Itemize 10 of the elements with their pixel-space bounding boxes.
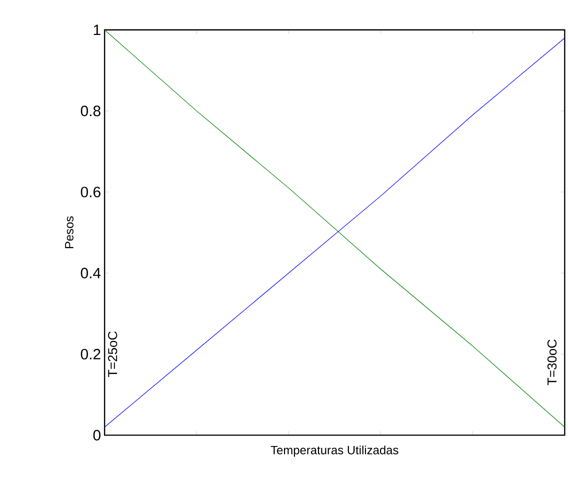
y-tick-label: 0.4 xyxy=(80,268,101,278)
y-tick-label: 0 xyxy=(93,430,100,440)
y-tick-label: 1 xyxy=(94,24,100,36)
y-tick-label: 0.2 xyxy=(80,348,100,360)
y-tick-label: 0.8 xyxy=(80,106,100,116)
y-tick-label: 0.6 xyxy=(80,186,100,198)
annotation: T=25oC xyxy=(108,331,118,378)
y-axis-title: Pesos xyxy=(65,216,74,248)
x-axis-title: Temperaturas Utilizadas xyxy=(270,446,398,457)
annotation: T=30oC xyxy=(547,340,557,386)
